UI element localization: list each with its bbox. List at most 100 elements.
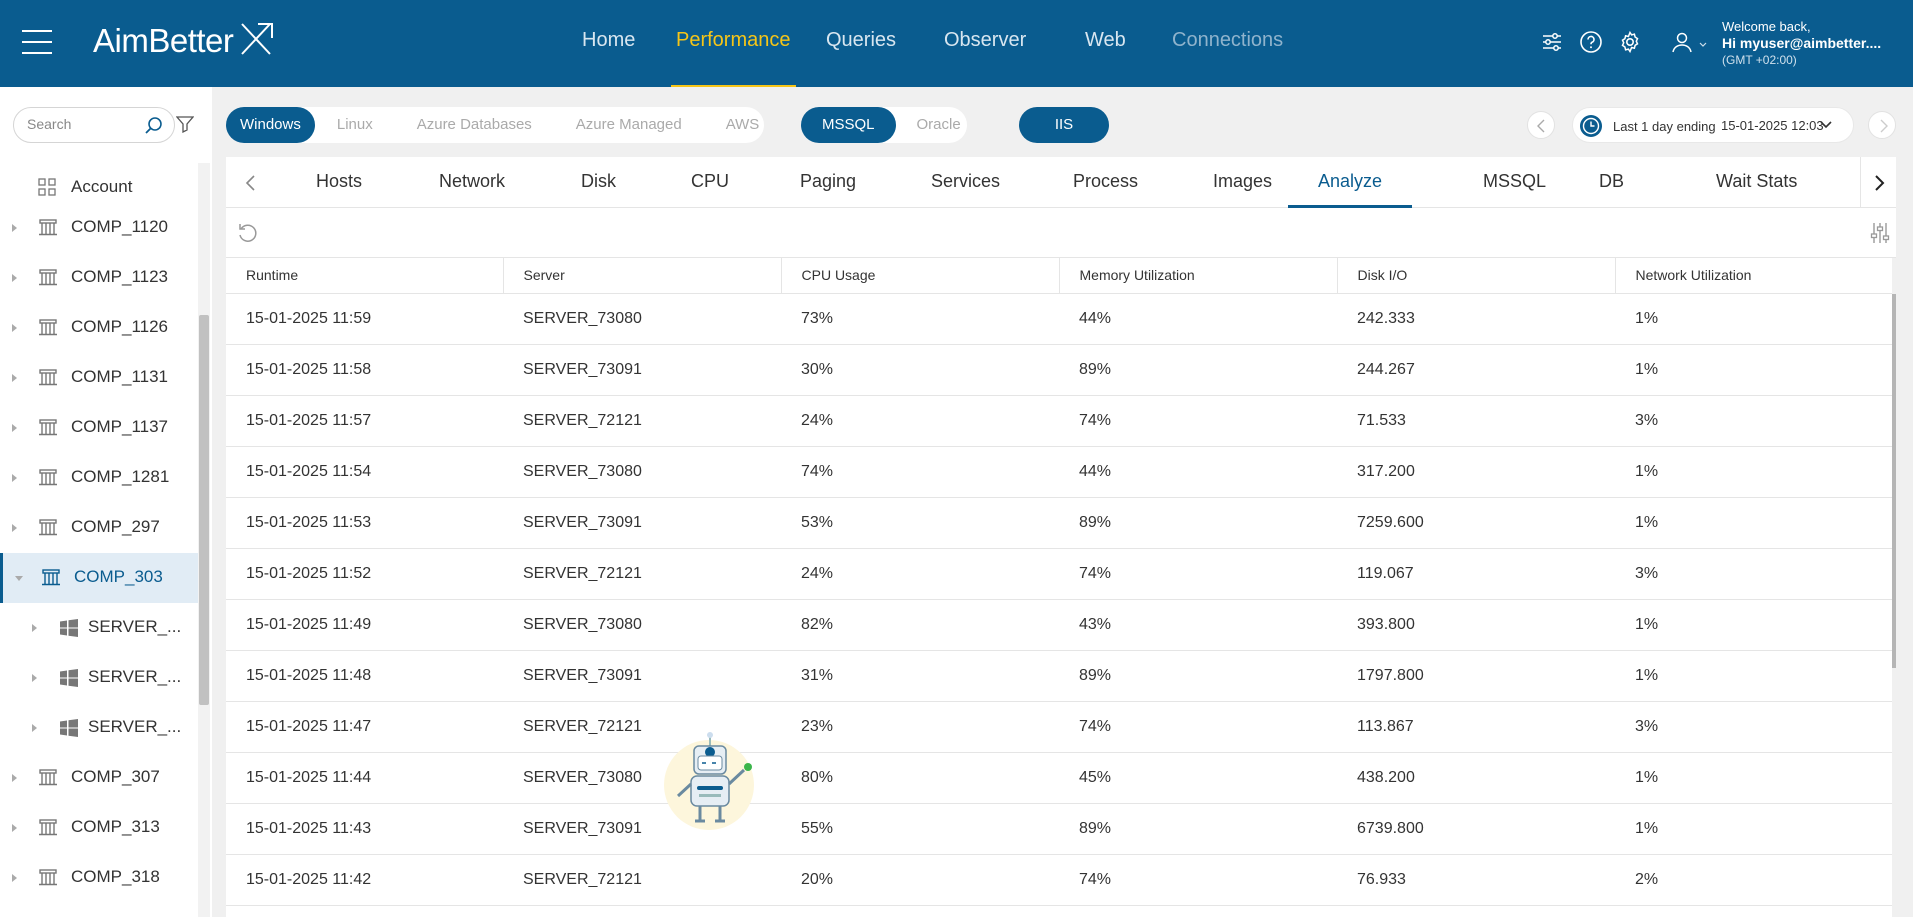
table-row[interactable]: 15-01-2025 11:47 SERVER_72121 23% 74% 113.86… xyxy=(226,701,1892,753)
assistant-robot-icon[interactable] xyxy=(664,730,764,840)
nav-web[interactable]: Web xyxy=(1085,29,1126,51)
caret-right-icon[interactable] xyxy=(12,874,17,882)
sidebar-item-server[interactable]: SERVER_... xyxy=(0,703,198,753)
help-icon[interactable] xyxy=(1579,30,1603,54)
sidebar-item-comp-1131[interactable]: COMP_1131 xyxy=(0,353,198,403)
sidebar-item-comp-303[interactable]: COMP_303 xyxy=(0,553,198,603)
nav-performance[interactable]: Performance xyxy=(671,0,796,87)
nav-connections[interactable]: Connections xyxy=(1172,29,1284,51)
menu-icon[interactable] xyxy=(22,30,52,56)
tab-services[interactable]: Services xyxy=(931,171,1001,191)
caret-right-icon[interactable] xyxy=(32,624,37,632)
sidebar-scrollbar[interactable] xyxy=(198,163,210,917)
db-option-mssql[interactable]: MSSQL xyxy=(801,107,896,143)
tab-hosts[interactable]: Hosts xyxy=(316,171,363,191)
user-info[interactable]: Welcome back, Hi myuser@aimbetter.... (G… xyxy=(1722,18,1881,69)
cell-memory-utilization: 74% xyxy=(1059,854,1337,906)
column-header-disk-i-o[interactable]: Disk I/O xyxy=(1337,258,1616,294)
caret-right-icon[interactable] xyxy=(32,724,37,732)
table-row[interactable]: 15-01-2025 11:54 SERVER_73080 74% 44% 317.20… xyxy=(226,446,1892,498)
tab-analyze[interactable]: Analyze xyxy=(1288,157,1413,208)
sidebar-item-comp-1137[interactable]: COMP_1137 xyxy=(0,403,198,453)
column-header-network-utilization[interactable]: Network Utilization xyxy=(1615,258,1892,294)
tab-mssql[interactable]: MSSQL xyxy=(1483,171,1547,191)
table-row[interactable]: 15-01-2025 11:49 SERVER_73080 82% 43% 393.80… xyxy=(226,599,1892,651)
table-scrollbar[interactable] xyxy=(1892,258,1896,917)
table-row[interactable]: 15-01-2025 11:48 SERVER_73091 31% 89% 1797.8… xyxy=(226,650,1892,702)
caret-right-icon[interactable] xyxy=(12,824,17,832)
os-option-windows[interactable]: Windows xyxy=(226,107,315,143)
tab-disk[interactable]: Disk xyxy=(581,171,616,191)
nav-observer[interactable]: Observer xyxy=(944,29,1027,51)
sidebar-item-comp-297[interactable]: COMP_297 xyxy=(0,503,198,553)
tab-db[interactable]: DB xyxy=(1599,171,1625,191)
os-option-azure-managed[interactable]: Azure Managed xyxy=(575,116,682,133)
refresh-icon[interactable] xyxy=(236,221,260,245)
tab-cpu[interactable]: CPU xyxy=(691,171,730,191)
os-option-linux[interactable]: Linux xyxy=(336,116,373,133)
table-row[interactable]: 15-01-2025 11:59 SERVER_73080 73% 44% 242.33… xyxy=(226,293,1892,345)
table-row[interactable]: 15-01-2025 11:57 SERVER_72121 24% 74% 71.533… xyxy=(226,395,1892,447)
os-option-azure-databases[interactable]: Azure Databases xyxy=(416,116,532,133)
caret-right-icon[interactable] xyxy=(12,274,17,282)
date-range-picker[interactable]: Last 1 day ending 15-01-2025 12:03 xyxy=(1572,107,1854,143)
filter-icon[interactable] xyxy=(176,115,194,133)
tab-images[interactable]: Images xyxy=(1213,171,1273,191)
chevron-down-icon[interactable] xyxy=(1699,42,1707,48)
sidebar-item-comp-1281[interactable]: COMP_1281 xyxy=(0,453,198,503)
tabs-scroll-left-button[interactable] xyxy=(226,157,276,208)
caret-right-icon[interactable] xyxy=(12,774,17,782)
table-row[interactable]: 15-01-2025 11:44 SERVER_73080 80% 45% 438.20… xyxy=(226,752,1892,804)
caret-right-icon[interactable] xyxy=(32,674,37,682)
welcome-text: Welcome back, xyxy=(1722,19,1811,34)
table-row[interactable]: 15-01-2025 11:42 SERVER_72121 20% 74% 76.933… xyxy=(226,854,1892,906)
table-row[interactable]: 15-01-2025 11:53 SERVER_73091 53% 89% 7259.6… xyxy=(226,497,1892,549)
caret-right-icon[interactable] xyxy=(12,474,17,482)
tree-item-icon xyxy=(38,178,56,201)
column-header-memory-utilization[interactable]: Memory Utilization xyxy=(1059,258,1338,294)
tree-item-icon xyxy=(38,468,58,491)
tab-paging[interactable]: Paging xyxy=(800,171,857,191)
sidebar-item-comp-307[interactable]: COMP_307 xyxy=(0,753,198,803)
sidebar-item-server[interactable]: SERVER_... xyxy=(0,653,198,703)
table-row[interactable]: 15-01-2025 11:52 SERVER_72121 24% 74% 119.06… xyxy=(226,548,1892,600)
user-avatar-icon[interactable] xyxy=(1670,30,1694,54)
chevron-down-icon xyxy=(1820,121,1832,129)
column-settings-icon[interactable] xyxy=(1868,221,1892,245)
column-header-server[interactable]: Server xyxy=(503,258,782,294)
nav-home[interactable]: Home xyxy=(582,29,636,51)
column-header-cpu-usage[interactable]: CPU Usage xyxy=(781,258,1060,294)
caret-right-icon[interactable] xyxy=(12,524,17,532)
sidebar-item-comp-1120[interactable]: COMP_1120 xyxy=(0,203,198,253)
sidebar-item-server[interactable]: SERVER_... xyxy=(0,603,198,653)
iis-button[interactable]: IIS xyxy=(1019,107,1109,143)
caret-right-icon[interactable] xyxy=(12,224,17,232)
sidebar-item-account[interactable]: Account xyxy=(0,163,198,213)
sidebar-item-comp-318[interactable]: COMP_318 xyxy=(0,853,198,903)
date-range-value: 15-01-2025 12:03 xyxy=(1721,118,1824,133)
search-box[interactable] xyxy=(13,107,175,143)
caret-down-icon[interactable] xyxy=(15,576,23,581)
tab-wait-stats[interactable]: Wait Stats xyxy=(1716,171,1798,191)
prev-period-button[interactable] xyxy=(1527,111,1555,139)
table-row[interactable]: 15-01-2025 11:43 SERVER_73091 55% 89% 6739.8… xyxy=(226,803,1892,855)
tabs-scroll-right-button[interactable] xyxy=(1860,157,1896,208)
column-header-runtime[interactable]: Runtime xyxy=(226,258,504,294)
settings-gear-icon[interactable] xyxy=(1618,30,1642,54)
db-option-oracle[interactable]: Oracle xyxy=(916,116,961,133)
table-row[interactable]: 15-01-2025 11:58 SERVER_73091 30% 89% 244.26… xyxy=(226,344,1892,396)
sidebar-item-comp-313[interactable]: COMP_313 xyxy=(0,803,198,853)
os-option-aws[interactable]: AWS xyxy=(725,116,760,133)
next-period-button[interactable] xyxy=(1868,111,1896,139)
search-icon[interactable] xyxy=(144,116,164,136)
sliders-icon[interactable] xyxy=(1540,30,1564,54)
caret-right-icon[interactable] xyxy=(12,374,17,382)
tab-process[interactable]: Process xyxy=(1073,171,1139,191)
search-input[interactable] xyxy=(27,116,137,132)
tab-network[interactable]: Network xyxy=(439,171,506,191)
caret-right-icon[interactable] xyxy=(12,424,17,432)
caret-right-icon[interactable] xyxy=(12,324,17,332)
nav-queries[interactable]: Queries xyxy=(826,29,897,51)
sidebar-item-comp-1126[interactable]: COMP_1126 xyxy=(0,303,198,353)
sidebar-item-comp-1123[interactable]: COMP_1123 xyxy=(0,253,198,303)
